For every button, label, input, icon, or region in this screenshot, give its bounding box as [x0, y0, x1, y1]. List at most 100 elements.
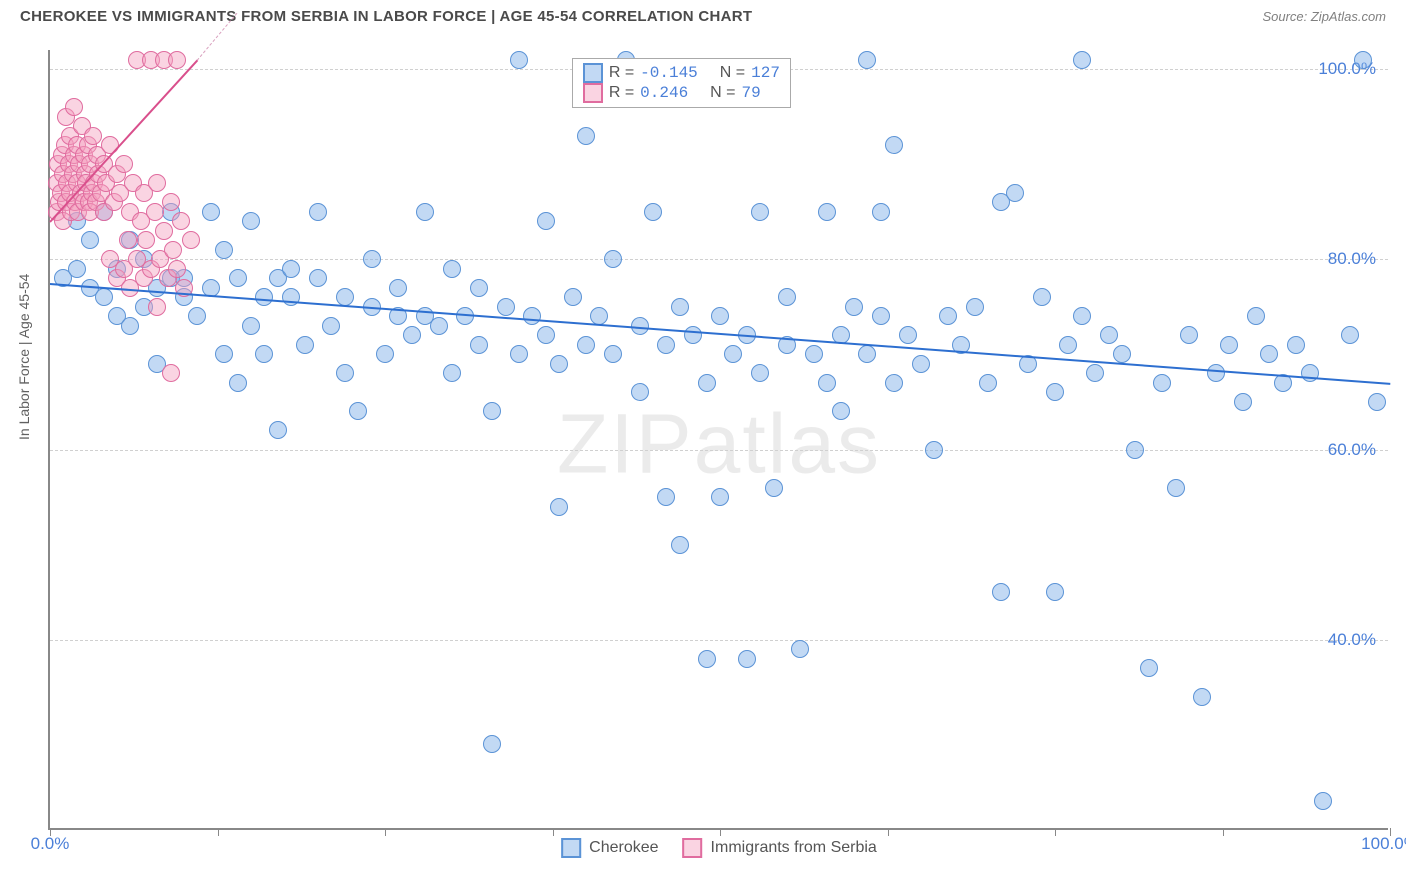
data-point: [872, 203, 890, 221]
data-point: [162, 364, 180, 382]
data-point: [1301, 364, 1319, 382]
data-point: [229, 374, 247, 392]
data-point: [1140, 659, 1158, 677]
data-point: [1113, 345, 1131, 363]
x-tick-mark: [553, 828, 554, 836]
chart-title: CHEROKEE VS IMMIGRANTS FROM SERBIA IN LA…: [20, 8, 752, 25]
data-point: [577, 336, 595, 354]
data-point: [510, 345, 528, 363]
data-point: [631, 383, 649, 401]
data-point: [1180, 326, 1198, 344]
data-point: [818, 374, 836, 392]
x-tick-mark: [888, 828, 889, 836]
data-point: [1073, 51, 1091, 69]
data-point: [336, 364, 354, 382]
data-point: [1193, 688, 1211, 706]
data-point: [430, 317, 448, 335]
data-point: [885, 374, 903, 392]
data-point: [148, 298, 166, 316]
data-point: [168, 260, 186, 278]
data-point: [168, 51, 186, 69]
data-point: [604, 250, 622, 268]
data-point: [1006, 184, 1024, 202]
data-point: [778, 288, 796, 306]
data-point: [523, 307, 541, 325]
data-point: [1220, 336, 1238, 354]
x-tick-mark: [385, 828, 386, 836]
y-axis-label: In Labor Force | Age 45-54: [16, 274, 32, 440]
legend-r-value: -0.145: [640, 64, 698, 82]
data-point: [925, 441, 943, 459]
data-point: [470, 279, 488, 297]
data-point: [1354, 51, 1372, 69]
data-point: [95, 288, 113, 306]
x-tick-mark: [218, 828, 219, 836]
data-point: [577, 127, 595, 145]
data-point: [1046, 583, 1064, 601]
data-point: [899, 326, 917, 344]
data-point: [1341, 326, 1359, 344]
data-point: [858, 345, 876, 363]
data-point: [1100, 326, 1118, 344]
data-point: [172, 212, 190, 230]
legend-swatch: [583, 83, 603, 103]
data-point: [832, 402, 850, 420]
y-tick-label: 40.0%: [1328, 630, 1376, 650]
data-point: [791, 640, 809, 658]
x-tick-mark: [1055, 828, 1056, 836]
x-tick-label: 0.0%: [31, 834, 70, 854]
data-point: [1059, 336, 1077, 354]
data-point: [182, 231, 200, 249]
data-point: [1287, 336, 1305, 354]
data-point: [416, 203, 434, 221]
data-point: [1086, 364, 1104, 382]
data-point: [376, 345, 394, 363]
data-point: [65, 98, 83, 116]
data-point: [242, 212, 260, 230]
data-point: [872, 307, 890, 325]
gridline: [50, 640, 1388, 641]
y-tick-label: 60.0%: [1328, 440, 1376, 460]
data-point: [738, 650, 756, 668]
data-point: [155, 222, 173, 240]
data-point: [751, 364, 769, 382]
series-legend: Cherokee Immigrants from Serbia: [561, 838, 877, 858]
data-point: [698, 374, 716, 392]
correlation-legend: R =-0.145N =127R = 0.246N = 79: [572, 58, 791, 108]
data-point: [537, 212, 555, 230]
legend-r-value: 0.246: [640, 84, 688, 102]
data-point: [309, 269, 327, 287]
data-point: [939, 307, 957, 325]
data-point: [119, 231, 137, 249]
chart-plot-area: ZIPatlas 40.0%60.0%80.0%100.0%0.0%100.0%…: [48, 50, 1388, 830]
data-point: [309, 203, 327, 221]
legend-r-label: R =: [609, 64, 634, 82]
data-point: [148, 174, 166, 192]
legend-swatch: [583, 63, 603, 83]
data-point: [84, 127, 102, 145]
gridline: [50, 259, 1388, 260]
data-point: [146, 203, 164, 221]
data-point: [255, 345, 273, 363]
data-point: [657, 488, 675, 506]
gridline: [50, 450, 1388, 451]
data-point: [443, 364, 461, 382]
data-point: [1033, 288, 1051, 306]
data-point: [296, 336, 314, 354]
data-point: [1368, 393, 1386, 411]
data-point: [483, 402, 501, 420]
data-point: [698, 650, 716, 668]
data-point: [162, 193, 180, 211]
data-point: [282, 288, 300, 306]
data-point: [858, 51, 876, 69]
x-tick-mark: [720, 828, 721, 836]
data-point: [1234, 393, 1252, 411]
legend-item: Cherokee: [561, 838, 658, 858]
data-point: [229, 269, 247, 287]
data-point: [992, 583, 1010, 601]
data-point: [349, 402, 367, 420]
legend-label: Immigrants from Serbia: [711, 839, 877, 857]
legend-label: Cherokee: [589, 839, 658, 857]
data-point: [81, 231, 99, 249]
x-tick-label: 100.0%: [1361, 834, 1406, 854]
